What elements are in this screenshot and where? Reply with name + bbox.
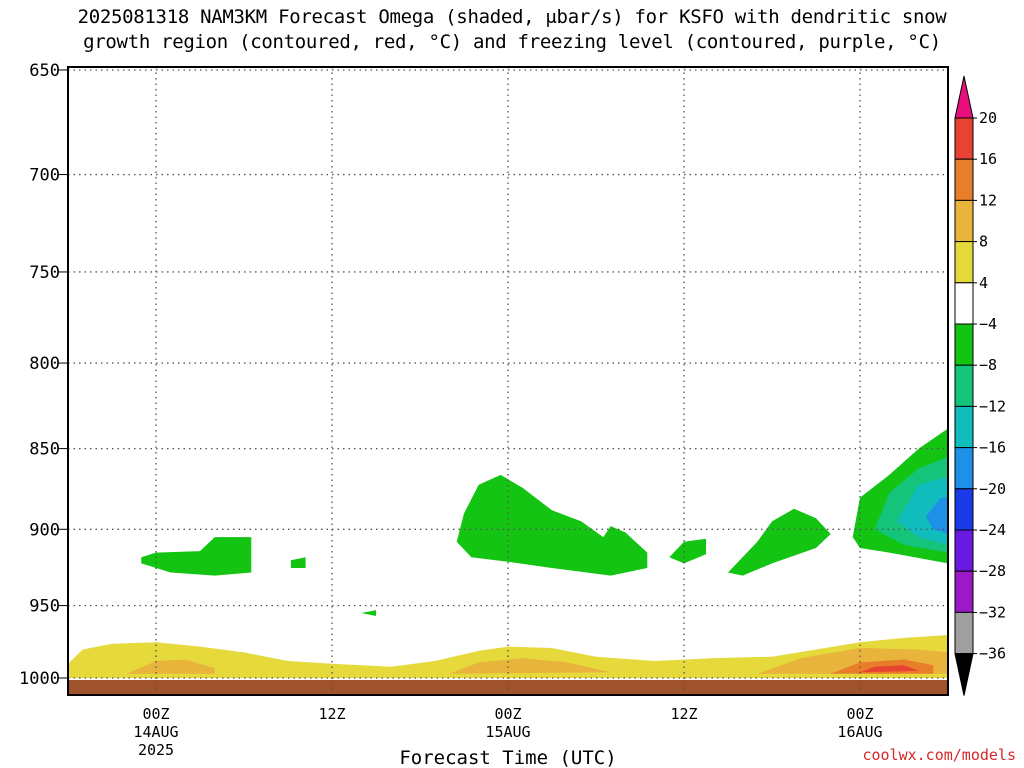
colorbar-swatch [954, 529, 974, 572]
x-axis-label: Forecast Time (UTC) [399, 747, 616, 768]
chart-title-line-1: 2025081318 NAM3KM Forecast Omega (shaded… [77, 6, 947, 28]
colorbar-label: −24 [979, 521, 1006, 539]
colorbar-swatch [954, 611, 974, 655]
colorbar-swatch [954, 570, 974, 613]
colorbar: 20 16 12 8 4 −4 −8 −12 −16 −20 −24 −28 −32 −36 [954, 75, 1006, 696]
colorbar-bottom-arrow [954, 653, 974, 696]
colorbar-label: −4 [979, 315, 997, 333]
colorbar-label: −8 [979, 356, 997, 374]
y-axis-ticks: 2503003504004505005506006507007508008509… [19, 61, 68, 689]
terrain-fill [68, 680, 948, 695]
x-tick-label: 00Z [846, 705, 873, 723]
omega-shade-neg-4-8 [669, 538, 706, 564]
colorbar-label: 20 [979, 109, 997, 127]
colorbar-label: 16 [979, 150, 997, 168]
y-tick-label: 900 [29, 520, 60, 540]
colorbar-swatch [954, 447, 974, 490]
grid-lines [68, 67, 948, 695]
omega-shade-16-20 [860, 665, 919, 673]
colorbar-swatch [954, 117, 974, 160]
omega-shade-8-12 [449, 658, 611, 674]
colorbar-label: 4 [979, 274, 988, 292]
omega-shade-neg-16-20 [926, 497, 948, 534]
colorbar-label: 12 [979, 191, 997, 209]
y-tick-label: 700 [29, 166, 60, 186]
colorbar-label: −12 [979, 397, 1006, 415]
colorbar-label: −16 [979, 439, 1006, 457]
colorbar-label: −28 [979, 562, 1006, 580]
x-tick-label: 00Z [494, 705, 521, 723]
colorbar-swatch [954, 364, 974, 407]
colorbar-swatch [954, 199, 974, 243]
colorbar-swatch [954, 488, 974, 531]
y-tick-label: 850 [29, 440, 60, 460]
x-tick-date: 14AUG [133, 723, 178, 741]
x-tick-year: 2025 [138, 741, 174, 759]
colorbar-label: 8 [979, 233, 988, 251]
omega-shade-neg-4-8 [290, 557, 306, 568]
x-tick-label: 12Z [670, 705, 697, 723]
y-tick-label: 800 [29, 354, 60, 374]
watermark-text: coolwx.com/models [862, 746, 1016, 764]
y-tick-label: 950 [29, 597, 60, 617]
plot-frame [67, 66, 949, 696]
colorbar-swatch [954, 282, 974, 325]
colorbar-top-arrow [954, 75, 974, 119]
x-tick-label: 00Z [142, 705, 169, 723]
y-tick-label: 1000 [19, 669, 60, 689]
colorbar-label: −32 [979, 603, 1006, 621]
omega-shade-neg-4-8 [728, 508, 831, 576]
x-tick-date: 15AUG [485, 723, 530, 741]
y-tick-label: 750 [29, 263, 60, 283]
colorbar-label: −36 [979, 645, 1006, 663]
colorbar-swatch [954, 241, 974, 284]
colorbar-swatch [954, 405, 974, 449]
colorbar-label: −20 [979, 480, 1006, 498]
colorbar-swatch [954, 158, 974, 201]
omega-shade-8-12 [126, 659, 215, 674]
chart-title-line-2: growth region (contoured, red, °C) and f… [83, 31, 941, 53]
x-tick-date: 16AUG [837, 723, 882, 741]
omega-shade-neg-4-8 [361, 610, 376, 616]
colorbar-swatch [954, 323, 974, 366]
x-tick-label: 12Z [318, 705, 345, 723]
y-tick-label: 650 [29, 61, 60, 81]
omega-shade-neg-4-8 [141, 537, 252, 576]
omega-shade-neg-4-8 [456, 474, 648, 576]
